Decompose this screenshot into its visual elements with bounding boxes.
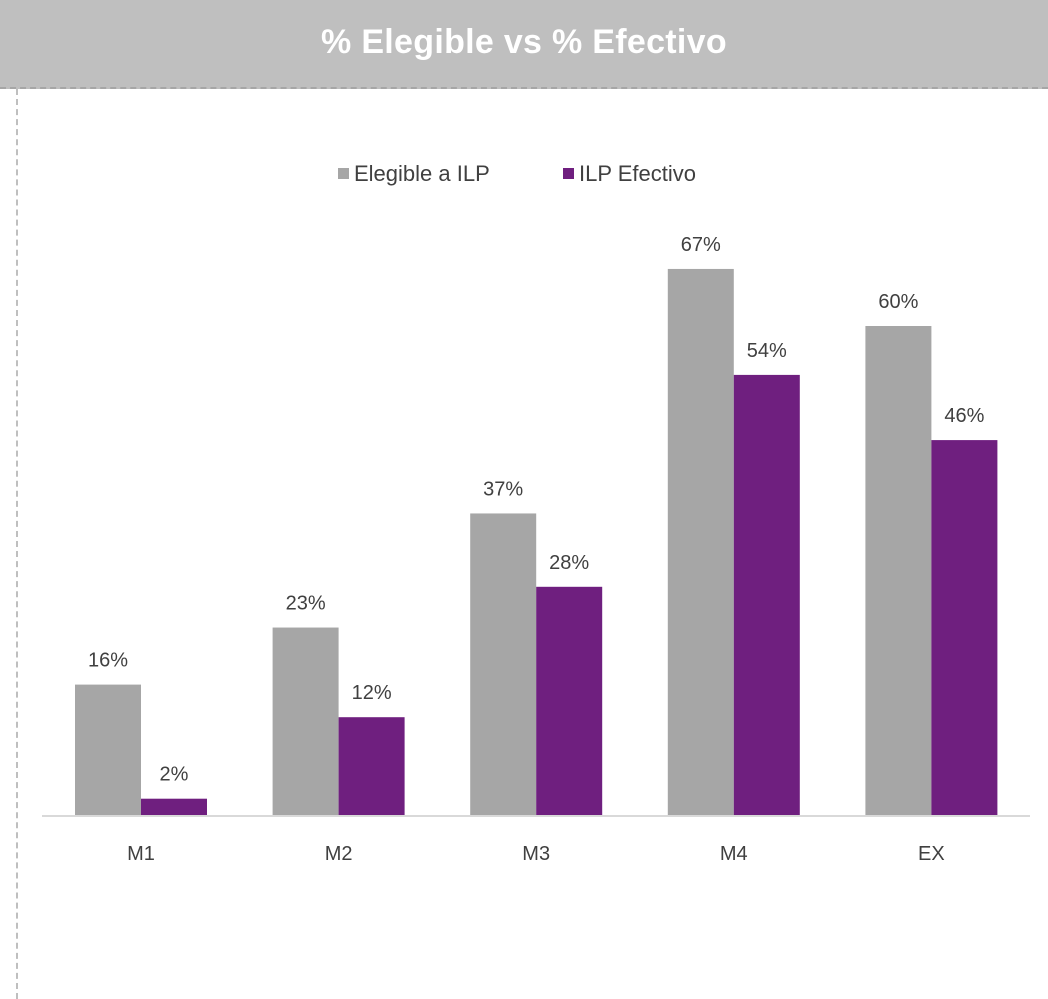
bar-ex-series-2 — [931, 440, 998, 815]
bar-m4-series-1 — [667, 268, 734, 815]
x-tick-label-m2: M2 — [325, 843, 353, 865]
chart-data-labels: 16% 2% 23% 12% 37% 28% 67% 54% 60% 46% — [88, 234, 985, 786]
x-tick-label-m3: M3 — [522, 843, 550, 865]
bar-m1-series-2 — [141, 798, 207, 815]
data-label-m1-series-2: 2% — [160, 764, 189, 786]
legend-swatch-2 — [563, 168, 574, 179]
x-tick-label-m4: M4 — [720, 843, 748, 865]
data-label-ex-series-2: 46% — [944, 405, 984, 427]
bar-m2-series-2 — [338, 717, 405, 815]
data-label-m1-series-1: 16% — [88, 650, 128, 672]
data-label-m2-series-2: 12% — [352, 682, 392, 704]
bar-m2-series-1 — [272, 627, 339, 815]
x-tick-label-ex: EX — [918, 843, 945, 865]
data-label-m4-series-1: 67% — [681, 234, 721, 256]
bar-m3-series-1 — [470, 513, 537, 815]
data-label-ex-series-1: 60% — [878, 291, 918, 313]
legend-label-1: Elegible a ILP — [354, 161, 490, 186]
data-label-m3-series-2: 28% — [549, 552, 589, 574]
legend-label-2: ILP Efectivo — [579, 161, 696, 186]
bar-ex-series-1 — [865, 326, 932, 815]
chart-legend: Elegible a ILP ILP Efectivo — [338, 161, 696, 186]
bar-m3-series-2 — [536, 586, 603, 815]
chart-title-bar: % Elegible vs % Efectivo — [0, 0, 1048, 89]
data-label-m4-series-2: 54% — [747, 340, 787, 362]
data-label-m2-series-1: 23% — [286, 593, 326, 615]
x-tick-label-m1: M1 — [127, 843, 155, 865]
bar-m1-series-1 — [75, 684, 141, 815]
data-label-m3-series-1: 37% — [483, 478, 523, 500]
x-axis-tick-labels: M1 M2 M3 M4 EX — [127, 843, 945, 865]
legend-swatch-1 — [338, 168, 349, 179]
left-dashed-border — [16, 89, 18, 999]
chart-bars — [75, 268, 998, 815]
chart-title: % Elegible vs % Efectivo — [321, 23, 727, 61]
bar-m4-series-2 — [733, 374, 800, 815]
